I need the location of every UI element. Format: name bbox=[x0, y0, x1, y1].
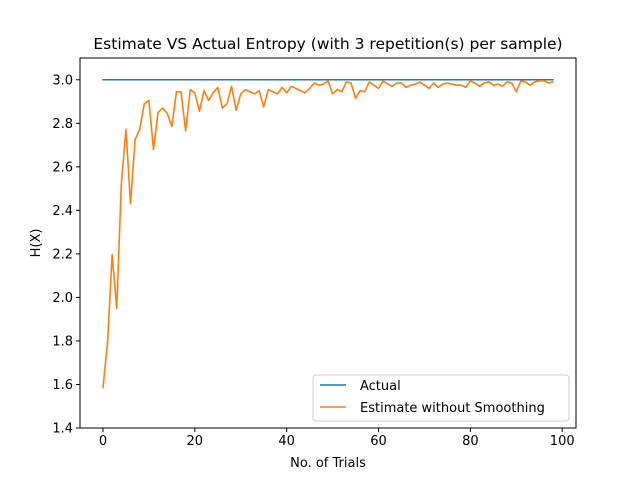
chart-title: Estimate VS Actual Entropy (with 3 repet… bbox=[93, 35, 562, 53]
y-tick-label: 1.8 bbox=[52, 334, 73, 349]
plot-lines bbox=[102, 78, 554, 389]
x-axis-ticks: 0 20 40 60 80 100 bbox=[99, 428, 575, 449]
y-tick-label: 2.8 bbox=[52, 117, 73, 132]
y-tick-label: 1.6 bbox=[52, 378, 73, 393]
legend: Actual Estimate without Smoothing bbox=[312, 374, 570, 422]
x-tick-label: 100 bbox=[550, 434, 575, 449]
y-tick-label: 2.0 bbox=[52, 291, 73, 306]
x-tick-label: 60 bbox=[370, 434, 387, 449]
y-axis-ticks: 1.4 1.6 1.8 2.0 2.2 2.4 2.6 2.8 3.0 bbox=[52, 73, 80, 437]
x-tick-label: 0 bbox=[99, 434, 107, 449]
x-tick-label: 40 bbox=[278, 434, 295, 449]
y-tick-label: 1.4 bbox=[52, 422, 73, 437]
plot-frame bbox=[79, 57, 577, 429]
y-tick-label: 2.6 bbox=[52, 160, 73, 175]
y-tick-label: 3.0 bbox=[52, 73, 73, 88]
y-tick-label: 2.2 bbox=[52, 247, 73, 262]
series-line-estimate bbox=[102, 80, 554, 389]
x-axis-title: No. of Trials bbox=[290, 456, 366, 471]
legend-label-actual: Actual bbox=[360, 379, 401, 394]
x-tick-label: 80 bbox=[462, 434, 479, 449]
y-axis-title: H(X) bbox=[29, 229, 44, 258]
legend-box bbox=[312, 374, 570, 422]
x-tick-label: 20 bbox=[187, 434, 204, 449]
legend-label-estimate: Estimate without Smoothing bbox=[360, 401, 545, 416]
y-tick-label: 2.4 bbox=[52, 204, 73, 219]
